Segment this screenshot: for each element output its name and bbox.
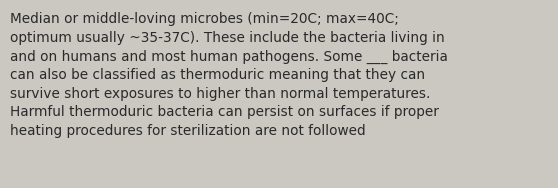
Text: Median or middle-loving microbes (min=20C; max=40C;
optimum usually ~35-37C). Th: Median or middle-loving microbes (min=20… <box>10 12 448 138</box>
